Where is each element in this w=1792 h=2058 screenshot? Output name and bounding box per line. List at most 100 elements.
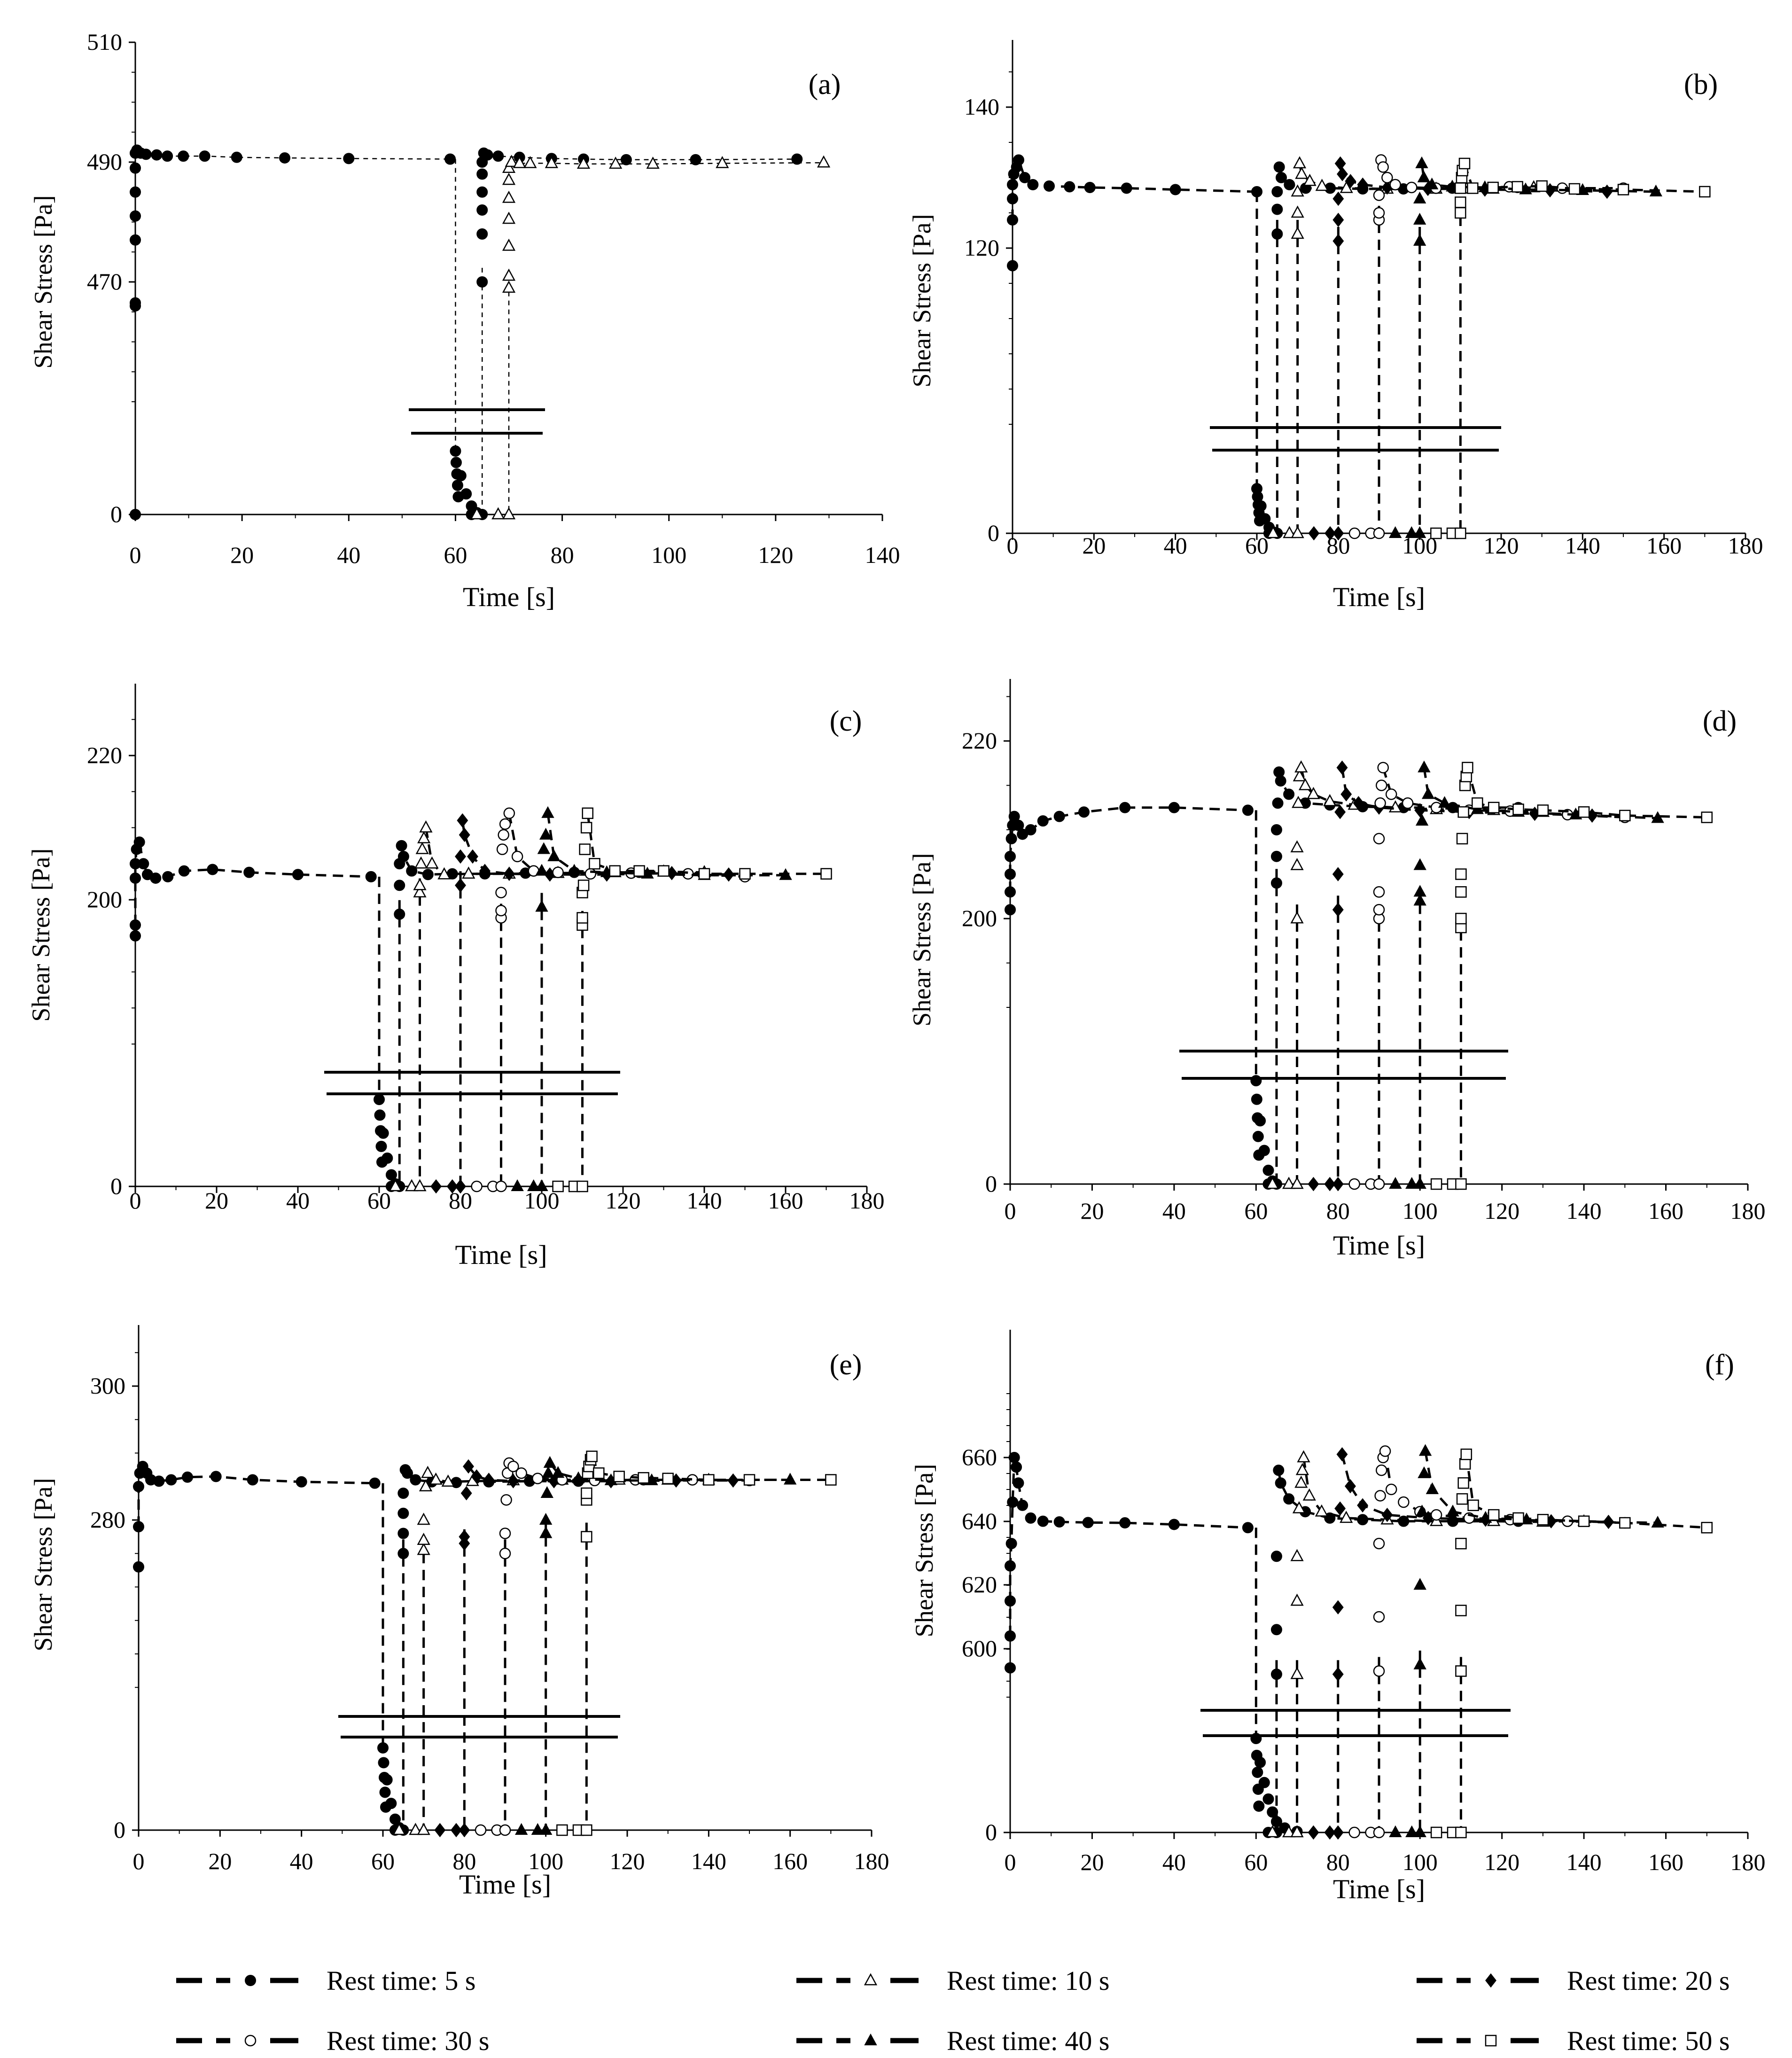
- data-point: [414, 856, 428, 869]
- data-point: [739, 868, 751, 880]
- data-point: [502, 172, 516, 185]
- data-point: [1398, 1496, 1410, 1508]
- data-point: [459, 1823, 470, 1838]
- data-point: [452, 479, 463, 491]
- data-point: [1250, 1075, 1262, 1086]
- legend-item: Rest time: 5 s: [176, 1965, 475, 1996]
- data-point: [1389, 179, 1401, 191]
- data-point: [1374, 797, 1386, 809]
- data-point: [460, 1486, 472, 1501]
- chart-panel-d: 0 20 40 60 80 100 120 140 160 180 220 200 0 Time [s] S…: [908, 679, 1766, 1261]
- data-point: [130, 930, 141, 942]
- data-point: [1701, 811, 1713, 823]
- data-point: [1430, 1178, 1442, 1190]
- x-tick-label: 20: [230, 542, 254, 568]
- data-point: [1340, 787, 1352, 802]
- data-point: [581, 1824, 592, 1836]
- data-point: [1290, 840, 1304, 853]
- data-point: [1415, 1505, 1429, 1517]
- data-point: [620, 154, 632, 165]
- x-tick-label: 80: [551, 542, 574, 568]
- data-point: [495, 1180, 507, 1193]
- series-filled-diamond: [1308, 760, 1598, 1192]
- data-point: [455, 470, 467, 482]
- legend-marker-icon: [244, 2035, 257, 2047]
- data-point: [1290, 858, 1304, 870]
- data-point: [1005, 833, 1017, 844]
- data-point: [1512, 803, 1524, 815]
- data-point: [457, 813, 468, 828]
- data-point: [1007, 214, 1018, 226]
- data-point: [1007, 260, 1018, 272]
- series-filled-circle: [1005, 1452, 1524, 1838]
- data-point: [479, 864, 491, 878]
- data-point: [1373, 1611, 1385, 1623]
- data-point: [1413, 526, 1426, 538]
- data-point: [1455, 1537, 1467, 1550]
- data-point: [1537, 804, 1549, 816]
- data-point: [1457, 806, 1469, 818]
- data-point: [1292, 1501, 1306, 1513]
- data-point: [1294, 760, 1308, 772]
- data-point: [1373, 1178, 1385, 1190]
- data-point: [1005, 886, 1016, 898]
- data-point: [207, 864, 218, 875]
- data-point: [1258, 1145, 1270, 1156]
- data-point: [417, 1823, 430, 1835]
- data-point: [1336, 1447, 1348, 1462]
- y-tick-label: 280: [90, 1506, 125, 1533]
- data-point: [389, 1179, 402, 1192]
- data-point: [1332, 526, 1344, 541]
- data-point: [1413, 885, 1426, 897]
- series-open-triangle: [470, 155, 831, 520]
- data-point: [1323, 794, 1337, 806]
- data-point: [539, 1526, 553, 1538]
- data-point: [1488, 802, 1500, 813]
- data-point: [1284, 179, 1295, 190]
- data-point: [1414, 803, 1426, 818]
- data-point: [162, 150, 173, 162]
- data-point: [243, 866, 255, 878]
- series-open-circle: [1348, 154, 1629, 539]
- legend-label: Rest time: 10 s: [947, 1965, 1109, 1996]
- data-point: [502, 190, 516, 203]
- data-point: [450, 457, 462, 468]
- data-point: [1290, 1177, 1304, 1189]
- series-open-triangle: [392, 1466, 675, 1835]
- data-point: [502, 211, 516, 224]
- data-point: [1373, 189, 1385, 201]
- x-tick-label: 0: [133, 1848, 145, 1874]
- data-point: [1293, 156, 1307, 169]
- data-point: [820, 868, 832, 880]
- data-point: [1455, 1665, 1467, 1677]
- data-point: [1456, 1493, 1468, 1505]
- data-point: [502, 268, 516, 281]
- data-point: [1007, 193, 1018, 204]
- data-point: [1336, 760, 1348, 775]
- data-point: [1373, 1665, 1385, 1677]
- x-tick-label: 0: [130, 1187, 141, 1214]
- data-point: [638, 1472, 649, 1484]
- data-point: [1005, 868, 1016, 880]
- data-point: [1619, 810, 1631, 822]
- y-tick-label: 0: [110, 1173, 122, 1199]
- data-point: [1298, 778, 1312, 790]
- x-tick-label: 20: [208, 1848, 232, 1874]
- data-point: [1456, 833, 1468, 845]
- data-point: [503, 807, 515, 819]
- data-point: [1270, 850, 1282, 862]
- data-point: [495, 904, 507, 917]
- data-point: [1242, 1522, 1254, 1534]
- legend-label: Rest time: 40 s: [947, 2026, 1109, 2056]
- series-open-square: [552, 807, 832, 1193]
- x-tick-label: 40: [1162, 1849, 1186, 1875]
- data-point: [743, 1474, 756, 1486]
- data-point: [1262, 1164, 1274, 1176]
- data-point: [130, 186, 141, 198]
- data-point: [1283, 1493, 1295, 1505]
- x-tick-label: 60: [1244, 1849, 1268, 1875]
- data-point: [1455, 1605, 1467, 1616]
- data-point: [1375, 780, 1387, 791]
- data-point: [1568, 183, 1581, 195]
- data-point: [1357, 177, 1369, 192]
